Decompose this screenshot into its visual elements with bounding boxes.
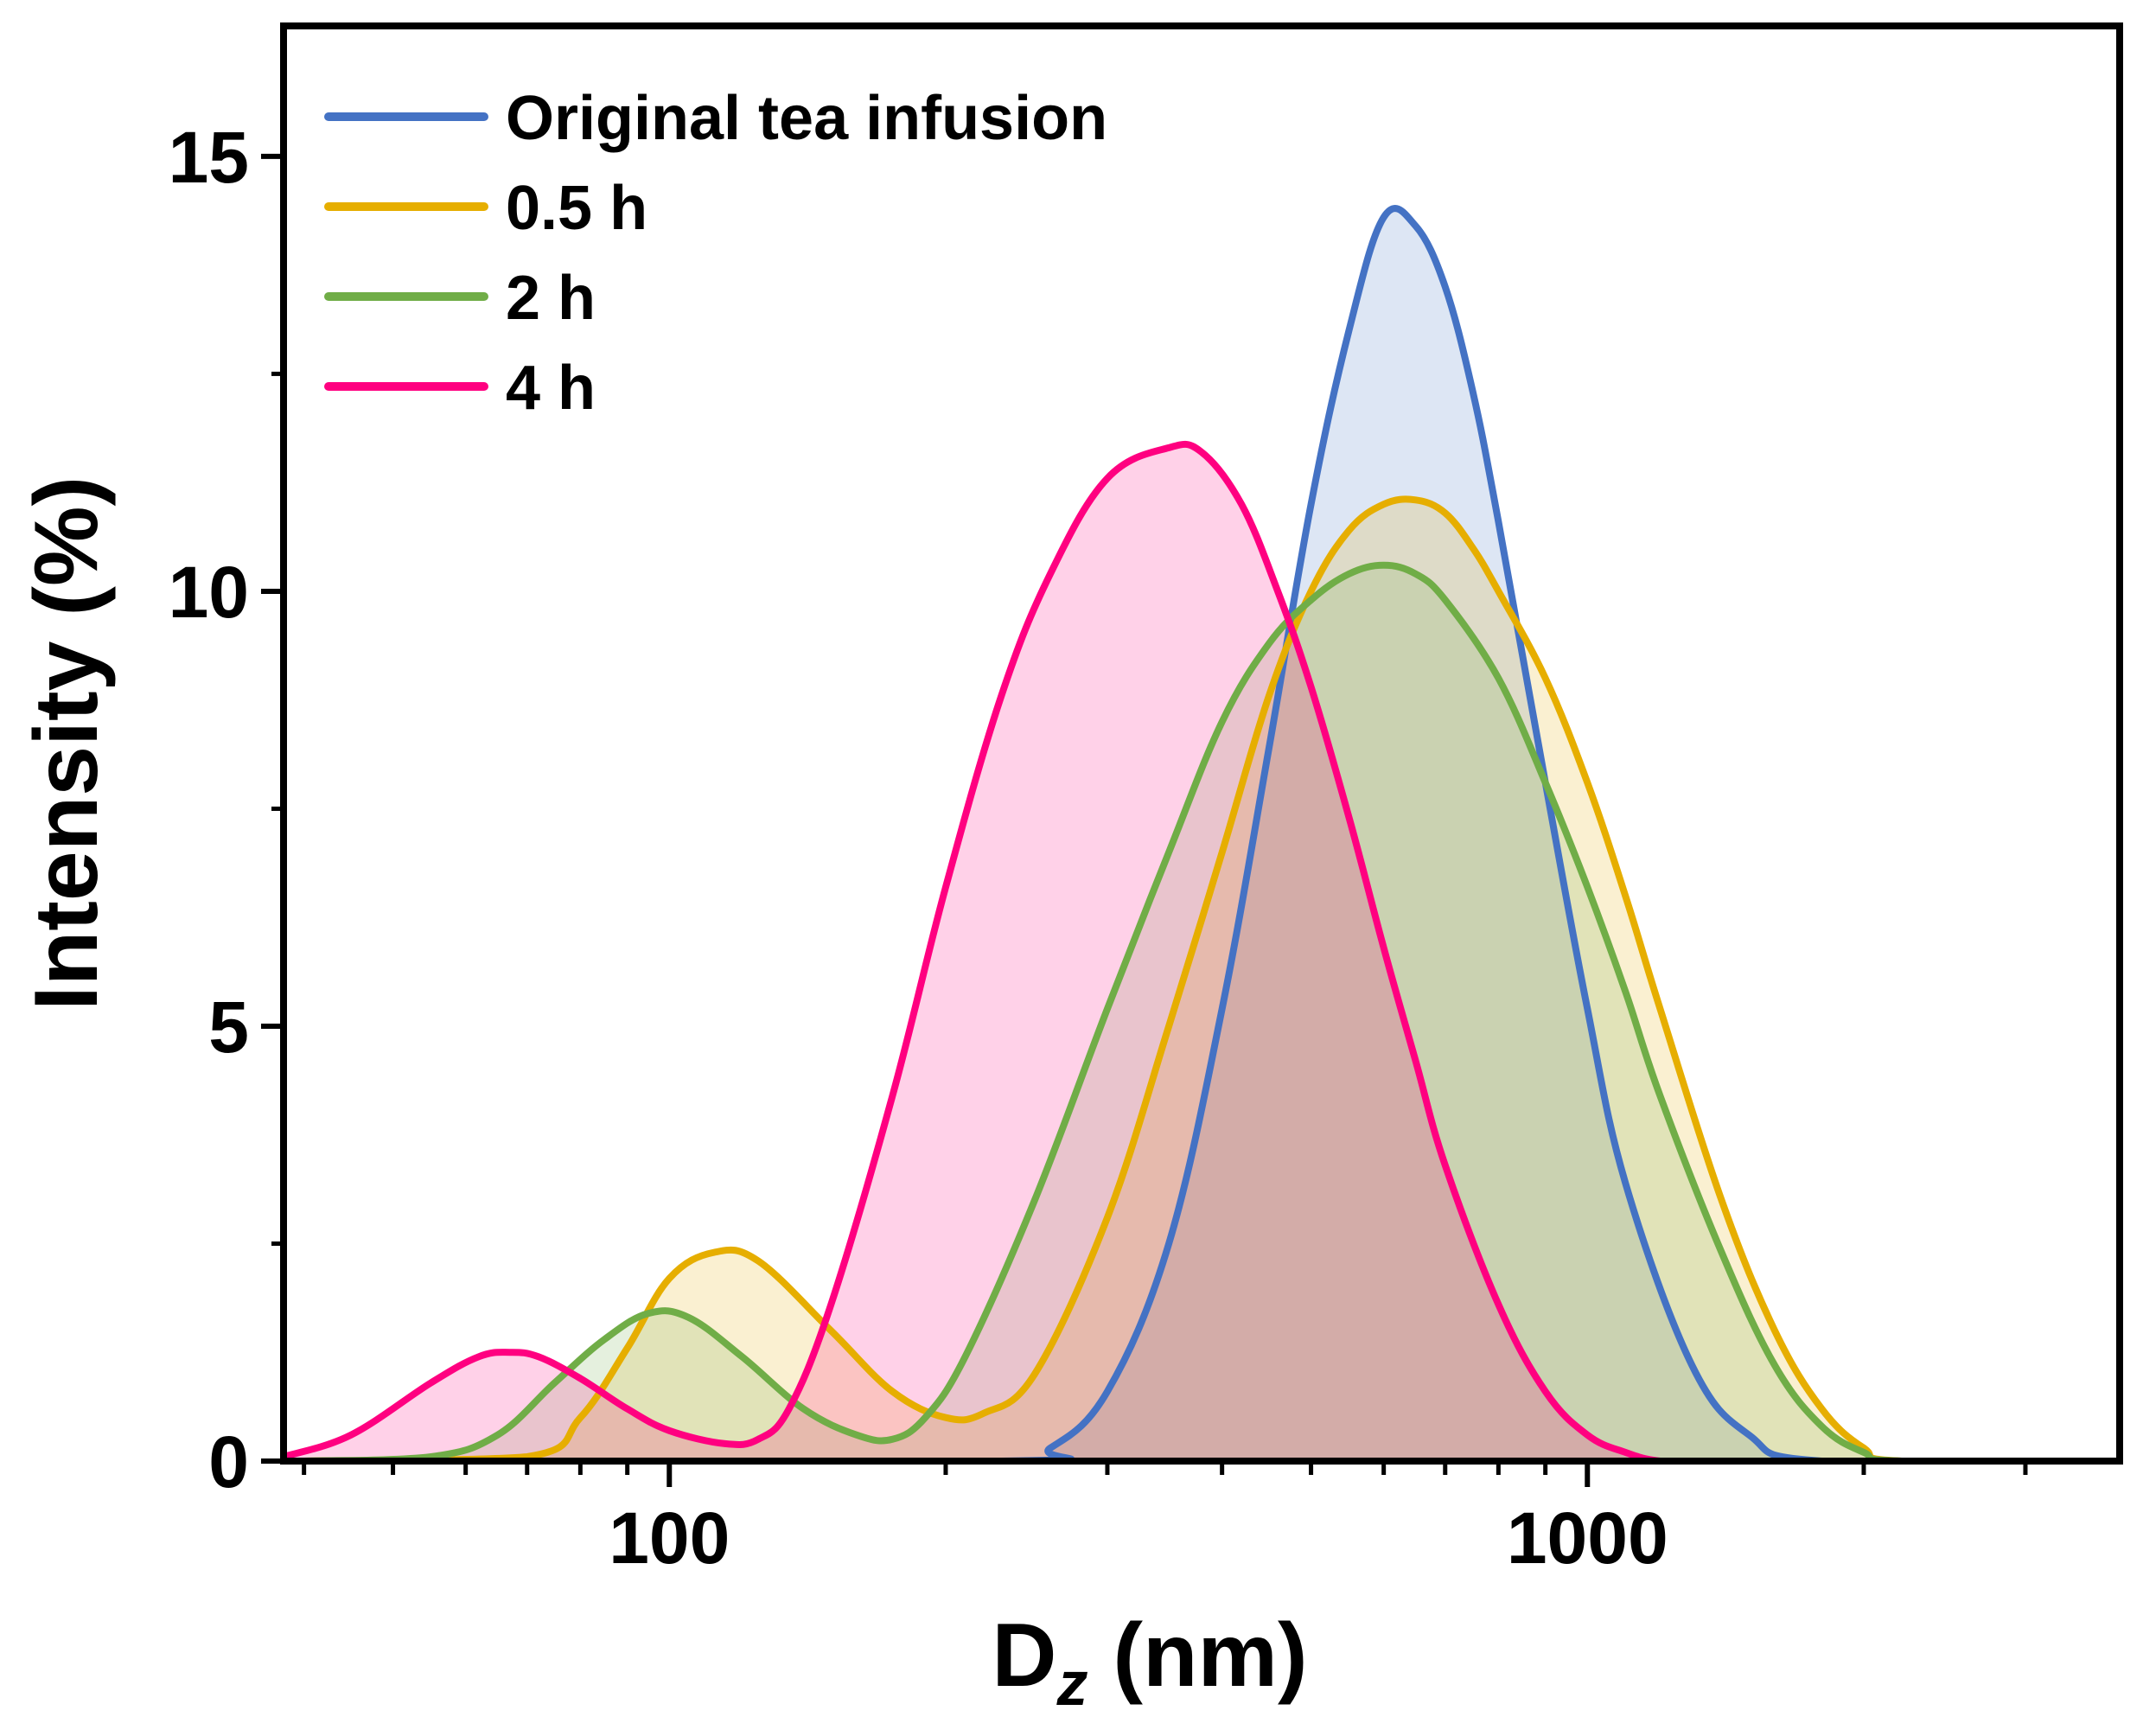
- legend: Original tea infusion 0.5 h 2 h 4 h: [324, 84, 1107, 423]
- x-axis-label: Dz (nm): [992, 1605, 1307, 1719]
- legend-label-2: 2 h: [506, 264, 596, 333]
- y-tick-label-0: 0: [208, 1421, 249, 1503]
- series-line-0: [300, 205, 2123, 1465]
- plot-frame: [280, 22, 2123, 1465]
- series-lines: [280, 205, 2123, 1465]
- axis-ticks: [261, 153, 2028, 1487]
- y-tick-label-1: 5: [208, 986, 249, 1068]
- x-axis-label-subscript: z: [1056, 1650, 1087, 1719]
- series-fills: [284, 208, 2121, 1462]
- legend-label-0: Original tea infusion: [506, 84, 1107, 153]
- series-fill-1: [303, 499, 2121, 1461]
- y-tick-label-2: 10: [169, 552, 249, 633]
- tick-labels: 0 5 10 15 100 1000: [169, 117, 1668, 1579]
- series-line-2: [300, 561, 2123, 1465]
- series-line-3: [280, 441, 2123, 1465]
- legend-label-3: 4 h: [506, 354, 596, 423]
- series-fill-3: [284, 444, 2120, 1462]
- x-tick-label-0: 100: [609, 1497, 730, 1579]
- y-tick-label-3: 15: [169, 117, 249, 198]
- legend-label-1: 0.5 h: [506, 174, 647, 243]
- series-fill-2: [303, 565, 2121, 1461]
- x-tick-label-1: 1000: [1507, 1497, 1668, 1579]
- y-axis-label: Intensity (%): [16, 476, 117, 1011]
- x-axis-label-unit: (nm): [1087, 1605, 1307, 1706]
- x-axis-label-main: D: [992, 1605, 1056, 1706]
- series-fill-0: [303, 208, 2121, 1461]
